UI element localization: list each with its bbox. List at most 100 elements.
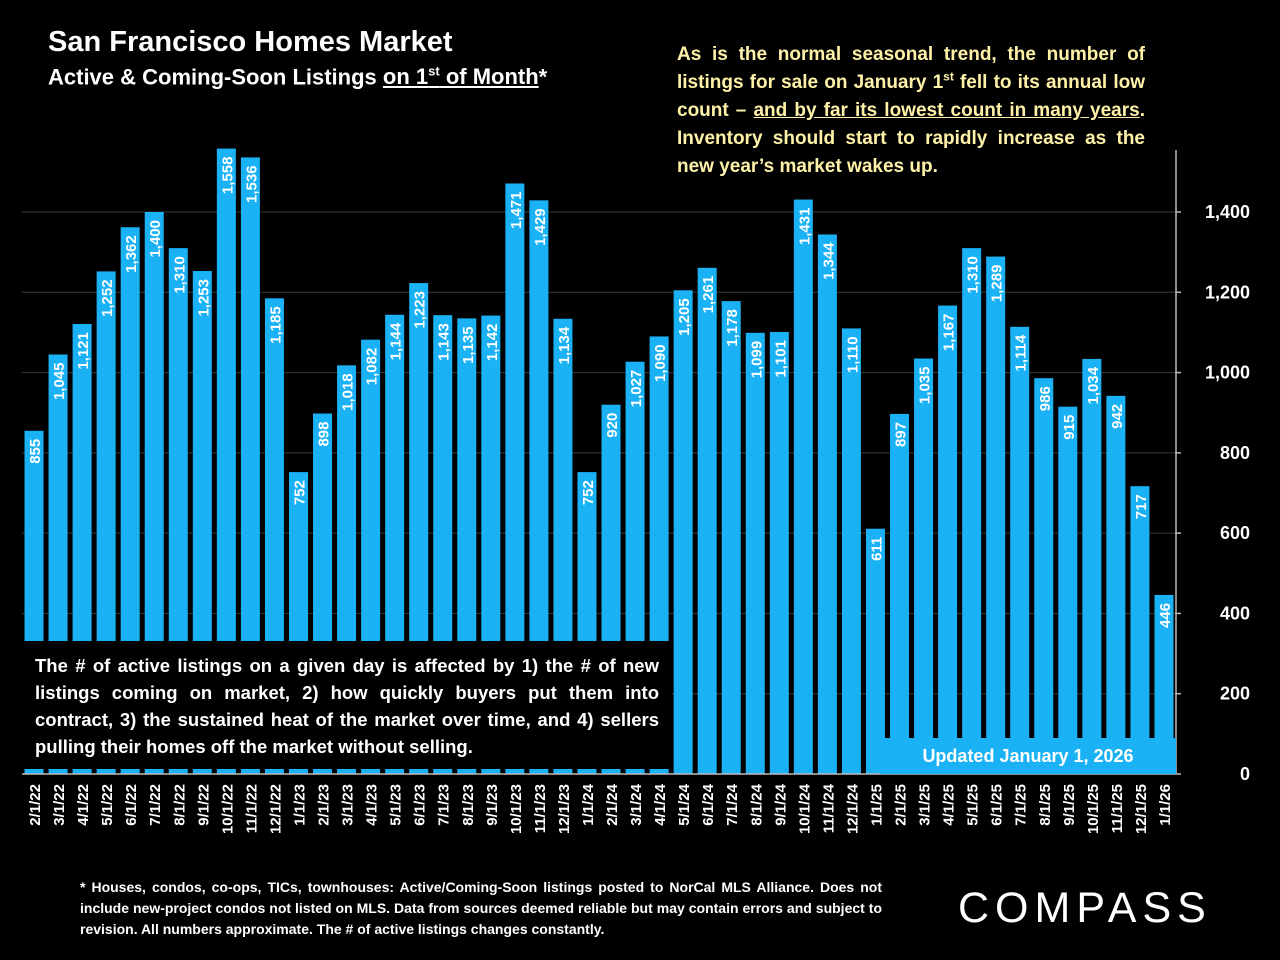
bar-value-label: 1,027 (628, 370, 645, 408)
commentary-part-2: fell to its annual low count – (677, 72, 1145, 121)
bar (144, 212, 164, 774)
bar-value-label: 1,431 (796, 208, 813, 246)
bar-value-label: 897 (893, 422, 910, 447)
bar-value-label: 1,101 (772, 340, 789, 378)
bar-value-label: 1,400 (147, 220, 164, 258)
bar-value-label: 1,035 (917, 367, 934, 405)
subtitle-underlined-text-2: of Month (439, 64, 539, 90)
bar-value-label: 1,018 (340, 373, 357, 411)
x-tick-label: 7/1/23 (436, 784, 453, 826)
bar-value-label: 1,045 (51, 363, 68, 401)
bar (1130, 486, 1150, 774)
y-tick-label: 400 (1220, 603, 1250, 623)
x-tick-label: 5/1/25 (965, 784, 982, 826)
x-tick-label: 4/1/23 (364, 784, 381, 826)
x-tick-label: 1/1/25 (868, 784, 885, 826)
bar-value-label: 1,134 (556, 326, 573, 364)
bar (216, 148, 236, 774)
x-tick-label: 6/1/25 (989, 784, 1006, 826)
x-tick-label: 1/1/23 (291, 784, 308, 826)
bar-value-label: 1,110 (844, 336, 861, 373)
x-tick-label: 2/1/25 (893, 784, 910, 826)
commentary-ordinal: st (943, 69, 954, 84)
x-tick-label: 11/1/22 (243, 784, 260, 833)
y-tick-label: 1,000 (1205, 363, 1250, 383)
bar-value-label: 611 (868, 537, 885, 561)
x-tick-label: 8/1/24 (748, 783, 765, 825)
bar (745, 332, 765, 774)
bar-value-label: 1,205 (676, 298, 693, 336)
x-tick-label: 9/1/25 (1061, 784, 1078, 826)
bar (505, 183, 525, 775)
bar-value-label: 1,185 (267, 306, 284, 344)
x-tick-label: 3/1/22 (51, 784, 68, 826)
bar (1034, 378, 1054, 774)
bar-value-label: 1,090 (652, 344, 669, 382)
x-tick-label: 12/1/24 (844, 783, 861, 834)
subtitle-ordinal: st (428, 64, 440, 79)
bar (890, 413, 910, 774)
x-tick-label: 4/1/22 (75, 784, 92, 826)
market-commentary: As is the normal seasonal trend, the num… (677, 41, 1145, 181)
x-tick-label: 11/1/25 (1109, 784, 1126, 833)
x-tick-label: 3/1/24 (628, 783, 645, 825)
bar-value-label: 752 (580, 480, 597, 505)
x-tick-label: 4/1/25 (941, 784, 958, 826)
commentary-part-3: . Inventory should start to rapidly incr… (677, 100, 1145, 177)
bar-value-label: 1,099 (748, 341, 765, 379)
x-tick-label: 2/1/22 (27, 784, 44, 826)
bar (793, 199, 813, 774)
bar-value-label: 752 (291, 480, 308, 505)
x-tick-label: 11/1/24 (820, 783, 837, 833)
bar-value-label: 1,114 (1013, 334, 1030, 371)
subtitle-prefix: Active & Coming-Soon Listings (48, 64, 383, 90)
x-tick-label: 7/1/22 (147, 784, 164, 826)
bar-value-label: 1,144 (388, 322, 405, 360)
bar-value-label: 1,178 (724, 309, 741, 347)
footnote: * Houses, condos, co-ops, TICs, townhous… (80, 879, 882, 937)
x-tick-label: 1/1/24 (580, 783, 597, 825)
bar (1058, 406, 1078, 774)
bar (673, 290, 693, 774)
chart-subtitle: Active & Coming-Soon Listings on 1st of … (48, 64, 547, 90)
x-tick-label: 12/1/23 (556, 784, 573, 834)
x-tick-label: 10/1/23 (508, 784, 525, 834)
bar-value-label: 717 (1133, 494, 1150, 519)
bar-value-label: 1,289 (989, 265, 1006, 303)
x-tick-label: 12/1/22 (267, 784, 284, 834)
bar (529, 200, 549, 774)
bar (1082, 358, 1102, 774)
x-tick-label: 6/1/24 (700, 783, 717, 825)
subtitle-underlined: on 1st of Month (383, 64, 539, 89)
x-tick-label: 2/1/24 (604, 783, 621, 825)
x-tick-label: 5/1/24 (676, 783, 693, 825)
bar (721, 301, 741, 774)
bar-value-label: 1,143 (436, 323, 453, 361)
bar (697, 267, 717, 774)
bar (1010, 326, 1030, 774)
x-tick-label: 3/1/23 (340, 784, 357, 826)
bar (841, 328, 861, 774)
x-tick-label: 9/1/22 (195, 784, 212, 826)
x-tick-label: 8/1/23 (460, 784, 477, 826)
bar-value-label: 898 (316, 422, 333, 447)
bar-value-label: 1,142 (484, 324, 501, 362)
bar-value-label: 1,252 (99, 279, 116, 317)
x-tick-label: 10/1/24 (796, 783, 813, 834)
bar (986, 256, 1006, 774)
x-tick-label: 7/1/25 (1013, 784, 1030, 826)
x-tick-label: 6/1/23 (412, 784, 429, 826)
bar (962, 248, 982, 775)
bar (865, 528, 885, 774)
explanation-note-box (20, 641, 672, 769)
commentary-part-1: As is the normal seasonal trend, the num… (677, 44, 1145, 93)
bar-value-label: 915 (1061, 415, 1078, 440)
bar-value-label: 1,344 (820, 242, 837, 280)
bar-value-label: 1,082 (364, 348, 381, 386)
commentary-emphasis: and by far its lowest count in many year… (753, 100, 1140, 121)
bar-value-label: 1,536 (243, 165, 260, 203)
x-tick-label: 11/1/23 (532, 784, 549, 833)
bar (240, 157, 260, 775)
bar (1106, 395, 1126, 774)
x-tick-label: 9/1/24 (772, 783, 789, 825)
